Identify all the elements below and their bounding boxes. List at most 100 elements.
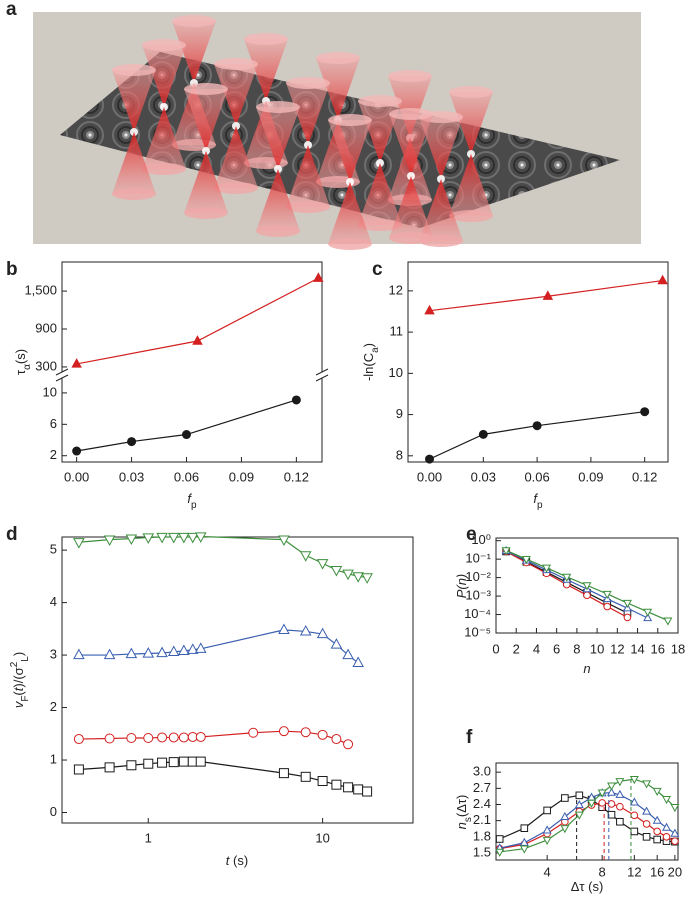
marker <box>194 532 207 543</box>
marker <box>178 732 189 743</box>
axis-label-part: P( <box>454 584 469 599</box>
marker <box>72 446 82 456</box>
y-tick-label: 1,500 <box>24 283 57 298</box>
x-tick-label: 0.06 <box>174 469 199 484</box>
marker <box>73 648 85 660</box>
marker <box>583 591 591 600</box>
series-line <box>429 411 645 460</box>
marker <box>652 815 662 824</box>
marker <box>167 645 180 657</box>
marker <box>331 734 342 745</box>
panel-label: a <box>6 0 17 20</box>
marker <box>603 602 612 611</box>
marker <box>278 768 289 779</box>
marker <box>562 573 572 582</box>
y-tick-label: 1 <box>50 751 57 766</box>
x-tick-label: 10 <box>315 830 329 845</box>
x-tick-label: 12 <box>610 641 624 656</box>
marker <box>157 757 168 768</box>
marker <box>103 648 116 660</box>
marker <box>615 778 625 787</box>
marker <box>353 784 364 795</box>
marker <box>291 395 301 405</box>
y-tick-label: 12 <box>389 282 403 297</box>
axis-label-part: s <box>463 817 474 822</box>
marker <box>182 430 192 440</box>
x-tick-label: 0.06 <box>524 469 549 484</box>
marker <box>495 835 504 843</box>
y-tick-label: 1.8 <box>473 828 491 843</box>
marker <box>126 760 137 771</box>
x-tick-label: 0.00 <box>417 469 442 484</box>
plot-frame <box>407 261 669 463</box>
marker <box>278 623 290 634</box>
marker <box>142 647 155 658</box>
marker <box>316 627 329 639</box>
marker <box>167 532 180 544</box>
marker <box>642 833 651 841</box>
axis-label: τα(s) <box>13 349 33 375</box>
marker <box>642 806 652 815</box>
y-tick-label: 3 <box>50 647 57 662</box>
x-tick-label: 0.12 <box>284 469 309 484</box>
marker <box>501 547 511 556</box>
marker <box>652 787 662 797</box>
axis-label-part: (s) <box>229 853 248 868</box>
marker <box>520 824 529 833</box>
marker <box>560 825 570 834</box>
marker <box>542 290 554 300</box>
marker <box>615 789 625 798</box>
axis-label-part: ) <box>361 343 376 347</box>
marker <box>194 642 207 653</box>
x-tick-label: 18 <box>671 641 685 656</box>
panel-label: c <box>372 259 383 280</box>
marker <box>597 789 607 798</box>
panel-label: d <box>6 524 18 545</box>
marker <box>607 787 616 796</box>
axis-label: ns(Δτ) <box>454 795 474 830</box>
x-tick-label: 6 <box>553 641 560 656</box>
y-tick-label: 5 <box>50 542 57 557</box>
y-tick-label: 9 <box>396 406 403 421</box>
marker <box>607 782 616 791</box>
axis-label-part: v <box>11 700 26 708</box>
marker <box>168 757 179 768</box>
axis-label-part: α <box>22 364 33 370</box>
series-line <box>78 629 359 664</box>
marker <box>582 582 592 591</box>
marker <box>316 559 329 570</box>
plot-frame <box>495 762 679 861</box>
plot-frame <box>495 537 679 634</box>
marker <box>519 845 529 854</box>
marker <box>73 538 85 549</box>
marker <box>598 799 606 807</box>
illustration: a <box>6 0 641 250</box>
axis-label: -ln(Ca) <box>361 343 381 381</box>
marker <box>663 617 673 626</box>
plot-frame <box>61 261 323 463</box>
marker <box>630 827 639 836</box>
series-line <box>78 535 368 579</box>
axis-label: P(n) <box>454 574 469 599</box>
axis-label-part: (s) <box>13 349 28 364</box>
y-tick-label: 4 <box>50 594 57 609</box>
axis-label: n <box>583 661 590 676</box>
y-tick-label: 10 <box>43 384 57 399</box>
x-tick-label: 0.09 <box>229 469 254 484</box>
marker <box>125 647 138 659</box>
marker <box>178 532 190 544</box>
marker <box>299 625 312 636</box>
marker <box>156 646 168 658</box>
marker <box>313 272 324 282</box>
x-tick-label: 0.03 <box>119 469 144 484</box>
marker <box>643 608 653 617</box>
y-tick-label: 10⁰ <box>471 532 491 547</box>
marker <box>662 833 671 841</box>
axis-label-part: n <box>454 578 469 585</box>
y-tick-label: 3.0 <box>473 764 491 779</box>
marker <box>542 825 552 834</box>
y-tick-label: 0 <box>50 804 57 819</box>
marker <box>616 802 624 811</box>
axis-label-part: p <box>191 500 197 511</box>
x-tick-label: 8 <box>599 864 606 879</box>
